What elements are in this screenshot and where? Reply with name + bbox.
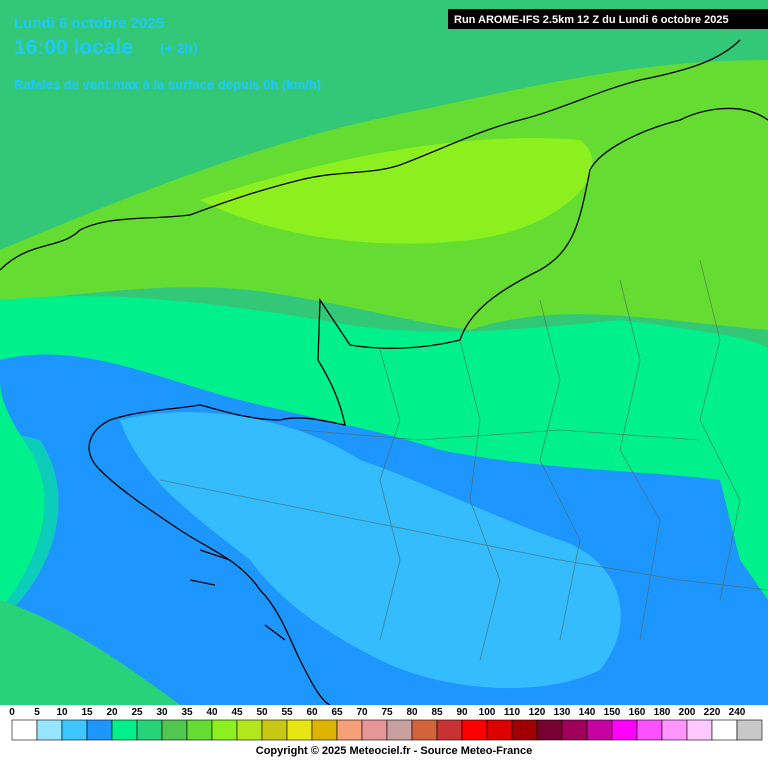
- legend-label: 180: [654, 707, 671, 718]
- legend-label: 20: [106, 707, 118, 718]
- run-box: [448, 9, 768, 29]
- legend-label: 70: [356, 707, 368, 718]
- legend-label: 30: [156, 707, 168, 718]
- legend-label: 60: [306, 707, 318, 718]
- legend-swatch: [261, 719, 288, 741]
- legend: 0 5 10 15 20 25 30 35 40 45 50 55 60 65 70 75 80 85 90 100 1…: [9, 707, 763, 741]
- footer: Copyright © 2025 Meteociel.fr - Source M…: [256, 745, 532, 757]
- legend-swatch: [736, 719, 763, 741]
- subtitle: Rafales de vent max à la surface depuis …: [14, 77, 321, 92]
- legend-label: 150: [604, 707, 621, 718]
- legend-swatch: [386, 719, 413, 741]
- coastlines: [0, 39, 768, 706]
- legend-label: 100: [479, 707, 496, 718]
- legend-label: 120: [529, 707, 546, 718]
- legend-swatch: [336, 719, 363, 741]
- legend-label: 40: [206, 707, 218, 718]
- legend-label: 240: [729, 707, 746, 718]
- legend-swatch: [411, 719, 438, 741]
- legend-swatch: [461, 719, 488, 741]
- time-offset: (+ 2h): [160, 40, 198, 56]
- legend-swatch: [61, 719, 88, 741]
- legend-label: 65: [331, 707, 343, 718]
- legend-label: 45: [231, 707, 243, 718]
- legend-label: 90: [456, 707, 468, 718]
- legend-label: 35: [181, 707, 193, 718]
- legend-swatch: [111, 719, 138, 741]
- legend-swatch: [361, 719, 388, 741]
- legend-label: 50: [256, 707, 268, 718]
- legend-label: 220: [704, 707, 721, 718]
- legend-swatch: [436, 719, 463, 741]
- legend-swatch: [186, 719, 213, 741]
- legend-label: 75: [381, 707, 393, 718]
- run-label: Run AROME-IFS 2.5km 12 Z du Lundi 6 octo…: [454, 14, 729, 26]
- legend-swatch: [211, 719, 238, 741]
- legend-label: 15: [81, 707, 93, 718]
- legend-swatch: [586, 719, 613, 741]
- legend-label: 25: [131, 707, 143, 718]
- legend-swatch: [136, 719, 163, 741]
- legend-swatch: [36, 719, 63, 741]
- legend-swatch: [486, 719, 513, 741]
- legend-swatch: [711, 719, 738, 741]
- legend-swatch: [311, 719, 338, 741]
- legend-label: 160: [629, 707, 646, 718]
- legend-label: 85: [431, 707, 443, 718]
- legend-swatch: [11, 719, 38, 741]
- time: 16:00 locale: [14, 36, 133, 59]
- legend-label: 200: [679, 707, 696, 718]
- legend-label: 140: [579, 707, 596, 718]
- legend-swatch: [636, 719, 663, 741]
- map-field: [0, 0, 768, 705]
- legend-label: 10: [56, 707, 68, 718]
- legend-swatch: [661, 719, 688, 741]
- legend-swatch: [286, 719, 313, 741]
- legend-swatch: [561, 719, 588, 741]
- legend-swatch: [86, 719, 113, 741]
- legend-swatch: [161, 719, 188, 741]
- legend-label: 0: [9, 707, 15, 718]
- legend-swatch: [511, 719, 538, 741]
- borders: [159, 259, 768, 661]
- legend-swatch: [236, 719, 263, 741]
- legend-label: 110: [504, 707, 521, 718]
- legend-label: 80: [406, 707, 418, 718]
- legend-label: 55: [281, 707, 293, 718]
- legend-label: 130: [554, 707, 571, 718]
- legend-swatch: [536, 719, 563, 741]
- legend-swatch: [611, 719, 638, 741]
- date: Lundi 6 octobre 2025: [14, 15, 164, 32]
- legend-label: 5: [34, 707, 40, 718]
- legend-swatch: [686, 719, 713, 741]
